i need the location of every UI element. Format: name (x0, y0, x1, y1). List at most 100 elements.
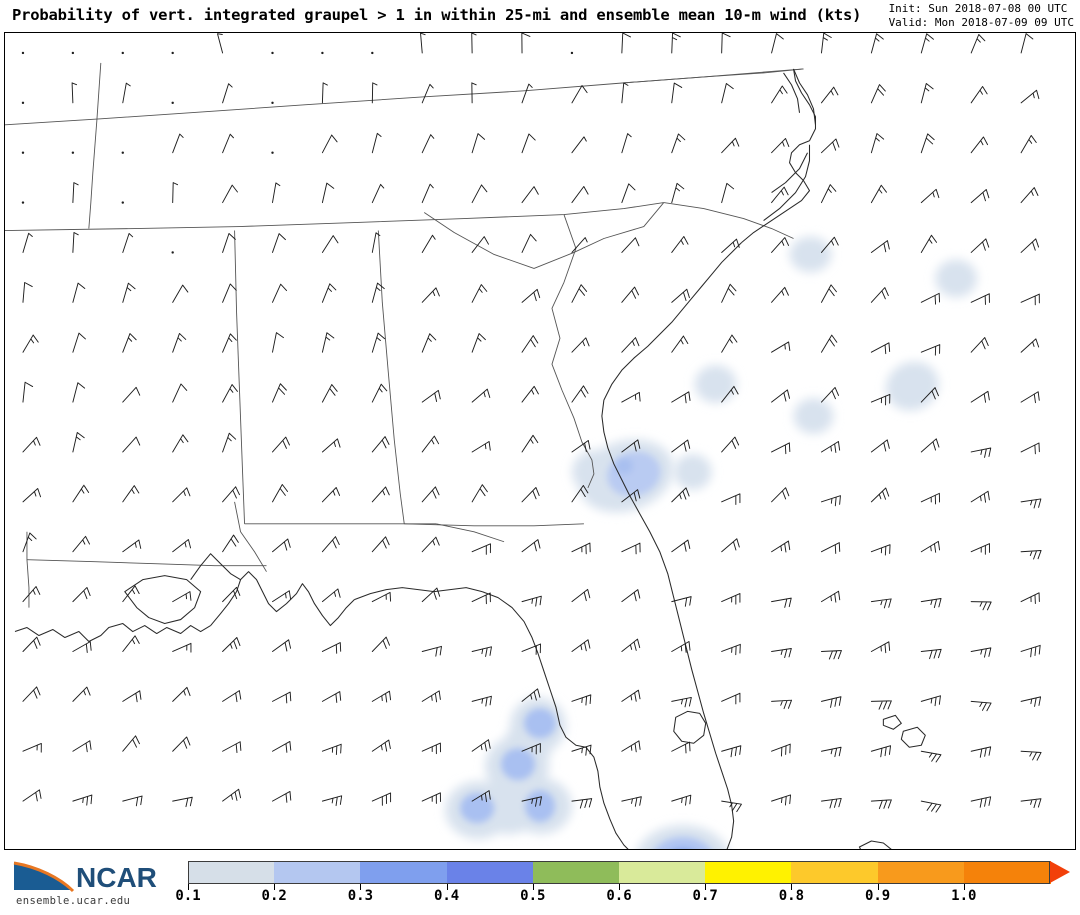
wind-barb (222, 741, 242, 754)
wind-barb (721, 692, 741, 705)
wind-barb (22, 334, 39, 353)
wind-barb (521, 487, 540, 503)
wind-barb (521, 796, 542, 807)
wind-barb (771, 794, 792, 806)
wind-barb (222, 788, 242, 802)
colorbar-segment (188, 861, 275, 884)
wind-barb (172, 686, 191, 702)
wind-barb (521, 743, 541, 755)
wind-barb (970, 700, 992, 712)
wind-barb (571, 798, 593, 809)
wind-barb (870, 184, 887, 204)
wind-barb (1020, 33, 1034, 54)
calm-wind-dot (21, 201, 25, 204)
calm-wind-dot (121, 51, 124, 55)
calm-wind-dot (271, 101, 274, 105)
wind-barb (72, 484, 90, 503)
wind-barb (771, 648, 792, 659)
wind-barb (820, 650, 842, 660)
wind-barb (22, 789, 42, 802)
colorbar-segment (705, 861, 792, 884)
wind-barb (521, 385, 539, 403)
header-bar: Probability of vert. integrated graupel … (0, 0, 1080, 32)
wind-barb (421, 183, 434, 204)
wind-barb (421, 287, 440, 303)
wind-barb (621, 542, 641, 555)
wind-barb (172, 736, 191, 752)
wind-barb (222, 486, 240, 503)
wind-barb (321, 795, 343, 807)
wind-barb (571, 136, 587, 154)
wind-barb (820, 441, 841, 453)
wind-barb (671, 335, 689, 353)
wind-barb (321, 182, 335, 204)
wind-barb (521, 288, 541, 303)
colorbar-segment (791, 861, 879, 884)
wind-barb (721, 182, 735, 204)
colorbar-tick (188, 884, 189, 890)
wind-barb (22, 586, 41, 603)
wind-barb (820, 334, 838, 353)
wind-barb (421, 83, 434, 104)
colorbar-tick (963, 884, 965, 890)
wind-barb (72, 586, 91, 603)
wind-barb (920, 750, 942, 763)
wind-barb (1020, 498, 1042, 509)
ncar-logo[interactable]: NCAR ensemble.ucar.edu (6, 856, 171, 912)
wind-barb (471, 33, 477, 54)
wind-barb (970, 490, 990, 503)
wind-barb (222, 534, 239, 553)
wind-barb (272, 740, 292, 753)
wind-barb (172, 133, 184, 154)
wind-barb (421, 690, 441, 703)
wind-barb (272, 484, 289, 503)
wind-barb (122, 485, 140, 503)
wind-barb (820, 33, 832, 54)
wind-barb (72, 382, 86, 403)
wind-barb (920, 387, 939, 403)
wind-barb (72, 740, 92, 753)
wind-barb (172, 332, 187, 353)
wind-barb (222, 83, 233, 104)
wind-barb (721, 745, 742, 758)
wind-barb (371, 332, 386, 353)
wind-barb (272, 182, 281, 204)
wind-barb (172, 539, 192, 553)
wind-barb (970, 293, 990, 305)
wind-barb (621, 337, 640, 353)
wind-barb (471, 695, 492, 707)
wind-barb (321, 642, 342, 654)
wind-barb (771, 286, 789, 303)
wind-barb (421, 389, 441, 403)
wind-barb (122, 282, 136, 303)
wind-barb (571, 744, 592, 756)
colorbar-tick (274, 884, 276, 890)
colorbar-segment (532, 861, 620, 884)
wind-barb (671, 596, 692, 607)
wind-barb (820, 86, 839, 104)
wind-barb (771, 33, 784, 54)
wind-barb (521, 434, 539, 453)
wind-barb (371, 183, 385, 204)
wind-barb (920, 133, 935, 154)
wind-barb (571, 186, 589, 204)
colorbar-tick-label: 0.4 (433, 888, 460, 904)
calm-wind-dot (71, 151, 75, 154)
wind-barb (621, 638, 641, 652)
wind-barb (920, 540, 941, 553)
colorbar[interactable] (188, 861, 1051, 884)
wind-barb (671, 696, 692, 708)
wind-barb (122, 635, 140, 652)
wind-barb (222, 184, 238, 204)
wind-barb (671, 82, 683, 104)
wind-barb (820, 236, 839, 253)
wind-barb (721, 238, 740, 253)
wind-barb (22, 381, 34, 403)
ncar-wordmark: NCAR (76, 862, 157, 893)
wind-barb (671, 133, 686, 154)
wind-barb (72, 332, 86, 353)
map-panel[interactable] (4, 32, 1076, 850)
wind-barb (471, 236, 489, 253)
wind-barb (820, 495, 841, 507)
wind-barb (920, 695, 941, 707)
